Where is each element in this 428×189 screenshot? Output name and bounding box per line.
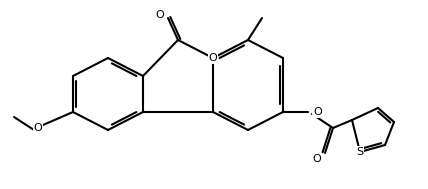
Text: S: S (357, 147, 363, 157)
Text: O: O (155, 10, 164, 20)
Text: O: O (313, 107, 322, 117)
Text: O: O (208, 53, 217, 63)
Text: O: O (312, 154, 321, 164)
Text: O: O (34, 123, 42, 133)
